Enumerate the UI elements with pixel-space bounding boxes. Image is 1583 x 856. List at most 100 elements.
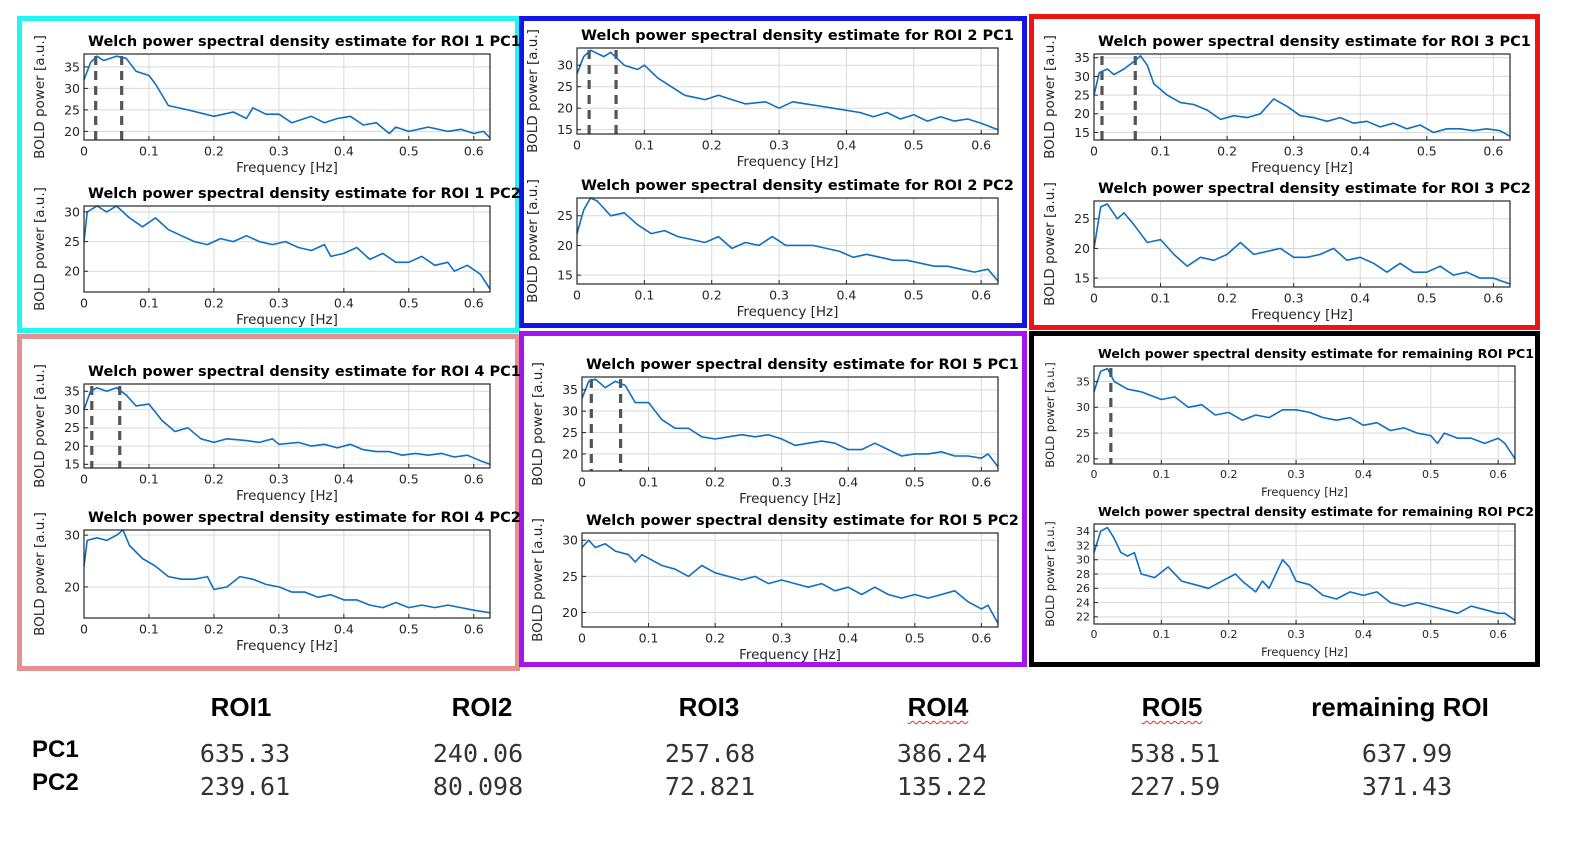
panel-roi2	[519, 16, 1027, 328]
y-axis-label: BOLD power [a.u.]	[530, 518, 546, 642]
panel-roi1	[17, 16, 520, 333]
plot-area	[1094, 201, 1510, 287]
chart-remaining-pc1: 0 0.1 0.2 0.3 0.4 0.5 0.6 20 25 30 35 Frequency [Hz…	[1043, 346, 1534, 499]
x-tick-label: 0.4	[334, 622, 354, 637]
x-tick-label: 0.3	[1284, 291, 1304, 306]
y-tick-label: 28	[1076, 568, 1090, 581]
y-tick-label: 15	[64, 457, 80, 472]
row-header-pc2: PC2	[32, 769, 79, 796]
x-axis-label: Frequency [Hz]	[236, 638, 338, 654]
x-tick-label: 0	[578, 631, 586, 646]
psd-series-line	[83, 386, 491, 466]
value-pc2-roi1: 239.61	[199, 772, 291, 801]
axes-box	[1093, 200, 1511, 288]
axes-box	[83, 205, 491, 293]
value-pc2-roi2: 80.098	[432, 772, 524, 801]
x-tick-label: 0.3	[1284, 144, 1304, 159]
y-tick-label: 15	[557, 267, 573, 282]
panel-roi3	[1029, 14, 1540, 330]
axes-box	[1093, 365, 1516, 465]
x-axis-label: Frequency [Hz]	[236, 160, 338, 176]
y-tick-label: 30	[1076, 554, 1090, 567]
psd-series-line	[1093, 55, 1511, 137]
y-tick-label: 30	[1076, 401, 1090, 414]
x-tick-label: 0.5	[904, 288, 924, 303]
x-tick-label: 0.2	[1217, 291, 1237, 306]
panel-roi4	[17, 334, 520, 671]
value-pc2-roi5: 227.59	[1129, 772, 1221, 801]
x-tick-label: 0.6	[1483, 144, 1503, 159]
x-tick-label: 0.2	[204, 622, 224, 637]
x-tick-label: 0.2	[204, 144, 224, 159]
y-tick-label: 32	[1076, 539, 1090, 552]
x-tick-label: 0	[80, 144, 88, 159]
x-axis-label: Frequency [Hz]	[737, 304, 839, 320]
x-tick-label: 0.5	[905, 475, 925, 490]
x-tick-label: 0.1	[639, 475, 659, 490]
x-tick-label: 0.2	[1217, 144, 1237, 159]
y-tick-label: 20	[64, 438, 80, 453]
x-tick-label: 0.3	[269, 472, 289, 487]
chart-roi5-pc2: 0 0.1 0.2 0.3 0.4 0.5 0.6 20 25 30 Frequency [Hz] B…	[530, 513, 1019, 663]
chart-roi2-pc2: 0 0.1 0.2 0.3 0.4 0.5 0.6 15 20 25 Frequency [Hz] B…	[525, 178, 1014, 320]
x-tick-label: 0.2	[705, 475, 725, 490]
column-header-roi2: ROI2	[451, 692, 513, 722]
chart-title: Welch power spectral density estimate fo…	[1098, 34, 1531, 50]
x-tick-label: 0.3	[772, 475, 792, 490]
x-tick-label: 0.6	[971, 475, 991, 490]
value-pc1-roi2: 240.06	[432, 739, 524, 768]
axes-box	[83, 529, 491, 619]
psd-series-line	[1093, 367, 1516, 460]
y-tick-label: 20	[557, 101, 573, 116]
x-axis-label: Frequency [Hz]	[236, 488, 338, 504]
y-axis-label: BOLD power [a.u.]	[1042, 182, 1058, 306]
x-axis-label: Frequency [Hz]	[1261, 485, 1348, 499]
y-tick-label: 20	[562, 446, 578, 461]
x-tick-label: 0.4	[838, 631, 858, 646]
psd-series-line	[576, 197, 999, 282]
x-tick-label: 0.6	[464, 296, 484, 311]
y-tick-label: 20	[64, 124, 80, 139]
chart-title: Welch power spectral density estimate fo…	[581, 178, 1014, 194]
plot-area	[1094, 54, 1510, 140]
x-axis-label: Frequency [Hz]	[739, 491, 841, 507]
x-tick-label: 0.4	[334, 472, 354, 487]
x-axis-label: Frequency [Hz]	[1261, 645, 1348, 659]
x-axis-label: Frequency [Hz]	[236, 312, 338, 328]
x-tick-label: 0.5	[399, 144, 419, 159]
y-tick-label: 22	[1076, 611, 1090, 624]
x-tick-label: 0.4	[1355, 468, 1373, 481]
x-tick-label: 0.3	[772, 631, 792, 646]
y-axis-label: BOLD power [a.u.]	[32, 512, 48, 636]
y-tick-label: 34	[1076, 525, 1090, 538]
x-tick-label: 0	[80, 472, 88, 487]
x-tick-label: 0.4	[836, 138, 856, 153]
x-tick-label: 0.3	[769, 288, 789, 303]
plot-area	[577, 48, 998, 134]
y-tick-label: 20	[1074, 106, 1090, 121]
y-tick-label: 15	[1074, 270, 1090, 285]
chart-roi4-pc2: 0 0.1 0.2 0.3 0.4 0.5 0.6 20 30 Frequency [Hz] BOL…	[32, 510, 521, 654]
x-axis-label: Frequency [Hz]	[1251, 307, 1353, 323]
chart-title: Welch power spectral density estimate fo…	[581, 28, 1014, 44]
value-pc1-roi3: 257.68	[664, 739, 756, 768]
y-tick-label: 30	[1074, 69, 1090, 84]
y-tick-label: 20	[557, 238, 573, 253]
x-tick-label: 0.4	[334, 296, 354, 311]
x-tick-label: 0.1	[634, 138, 654, 153]
y-tick-label: 15	[1074, 125, 1090, 140]
axes-box	[576, 47, 999, 135]
y-tick-label: 24	[1076, 596, 1090, 609]
y-axis-label: BOLD power [a.u.]	[1043, 362, 1057, 467]
x-tick-label: 0	[1090, 291, 1098, 306]
column-header-remaining-roi: remaining ROI	[1311, 692, 1489, 722]
value-pc1-roi4: 386.24	[896, 739, 988, 768]
y-tick-label: 20	[1076, 453, 1090, 466]
x-tick-label: 0.6	[971, 631, 991, 646]
y-axis-label: BOLD power [a.u.]	[32, 187, 48, 311]
y-tick-label: 30	[562, 404, 578, 419]
y-tick-label: 25	[562, 425, 578, 440]
y-axis-label: BOLD power [a.u.]	[1042, 35, 1058, 159]
column-header-roi1: ROI1	[210, 692, 272, 722]
x-tick-label: 0	[1090, 144, 1098, 159]
